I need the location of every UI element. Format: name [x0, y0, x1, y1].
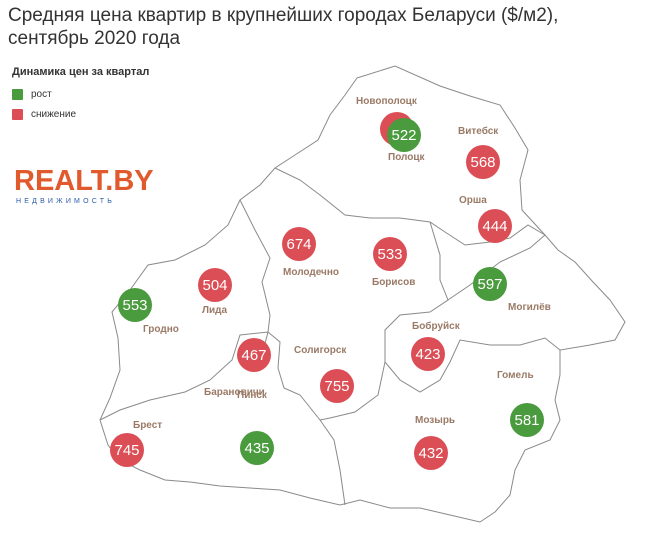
bubble-mozyr: 432: [414, 436, 448, 470]
bubble-circle-pinsk: [240, 431, 274, 465]
city-label-gomel: Гомель: [497, 370, 534, 381]
city-label-vitebsk: Витебск: [458, 125, 499, 137]
bubble-value-lida: 504: [202, 277, 227, 294]
realt-logo: REALT.BY НЕДВИЖИМОСТЬ: [14, 166, 154, 205]
city-label-brest: Брест: [133, 420, 162, 431]
bubble-grodno: 553: [118, 288, 152, 322]
bubble-value-gomel: 581: [514, 412, 539, 429]
country-outline: [99, 65, 626, 523]
city-label-bobruisk: Бобруйск: [412, 320, 461, 332]
bubble-vitebsk: 568: [466, 145, 500, 179]
city-label-borisov: Борисов: [372, 277, 415, 288]
logo-main-text: REALT.BY: [14, 165, 154, 197]
city-label-baranovichi: Барановичи: [204, 387, 265, 398]
legend-item-rise: рост: [12, 84, 149, 104]
legend-item-fall: снижение: [12, 104, 149, 124]
title-line-1: Средняя цена квартир в крупнейших города…: [8, 5, 559, 26]
bubble-orsha: 444: [478, 209, 512, 243]
bubble-value-soligorsk: 755: [324, 378, 349, 395]
bubble-circle-gomel: [510, 403, 544, 437]
bubble-bobruisk: 423: [411, 337, 445, 371]
bubble-circle-grodno: [118, 288, 152, 322]
bubble-gomel: 581: [510, 403, 544, 437]
bubble-value-orsha: 444: [482, 218, 507, 235]
logo-sub-text: НЕДВИЖИМОСТЬ: [16, 198, 116, 205]
bubble-polotsk: 522: [387, 118, 421, 152]
legend-label-rise: рост: [31, 88, 52, 100]
bubble-value-pinsk: 435: [244, 440, 269, 457]
city-label-lida: Лида: [202, 305, 228, 316]
bubble-circle-polotsk: [387, 118, 421, 152]
title-line-2: сентябрь 2020 года: [8, 28, 181, 49]
city-label-mogilev: Могилёв: [508, 302, 551, 313]
bubble-brest: 745: [110, 433, 144, 467]
bubble-value-baranovichi: 467: [241, 347, 266, 364]
bubble-value-borisov: 533: [377, 246, 402, 263]
bubble-circle-baranovichi: [237, 338, 271, 372]
bubble-value-grodno: 553: [122, 297, 147, 314]
legend: Динамика цен за квартал рост снижение: [12, 66, 149, 124]
border-mogilev-south: [447, 234, 546, 301]
bubble-value-mogilev: 597: [477, 276, 502, 293]
bubble-circle-borisov: [373, 237, 407, 271]
bubble-circle-mozyr: [414, 436, 448, 470]
bubble-mogilev: 597: [473, 267, 507, 301]
bubble-value-molodechno: 674: [286, 236, 311, 253]
bubble-value-polotsk: 522: [391, 127, 416, 144]
city-label-polotsk: Полоцк: [388, 152, 426, 163]
bubble-value-vitebsk: 568: [470, 154, 495, 171]
border-gomel: [384, 337, 561, 393]
bubble-pinsk: 435: [240, 431, 274, 465]
border-brest: [99, 331, 346, 506]
map-title: Средняя цена квартир в крупнейших города…: [8, 4, 608, 50]
bubble-molodechno: 674: [282, 227, 316, 261]
fall-swatch: [12, 108, 23, 120]
bubble-soligorsk: 755: [320, 369, 354, 403]
bubble-circle-lida: [198, 268, 232, 302]
bubble-circle-orsha: [478, 209, 512, 243]
bubble-circle-vitebsk: [466, 145, 500, 179]
bubble-circle-brest: [110, 433, 144, 467]
bubble-value-mozyr: 432: [418, 445, 443, 462]
city-label-orsha: Орша: [459, 195, 487, 206]
city-label-soligorsk: Солигорск: [294, 345, 347, 356]
bubble-value-bobruisk: 423: [415, 346, 440, 363]
city-label-grodno: Гродно: [143, 324, 179, 335]
city-label-molodechno: Молодечно: [283, 267, 339, 278]
bubble-borisov: 533: [373, 237, 407, 271]
bubble-value-brest: 745: [114, 442, 139, 459]
bubble-circle-molodechno: [282, 227, 316, 261]
city-label-pinsk: Пинск: [237, 390, 268, 401]
city-label-novopolotsk: Новополоцк: [356, 96, 418, 107]
rise-swatch: [12, 88, 23, 100]
bubble-lida: 504: [198, 268, 232, 302]
legend-title: Динамика цен за квартал: [12, 66, 150, 78]
border-minsk-east: [319, 221, 449, 421]
bubble-circle-mogilev: [473, 267, 507, 301]
bubble-circle-soligorsk: [320, 369, 354, 403]
city-label-mozyr: Мозырь: [415, 415, 455, 426]
bubble-circle-bobruisk: [411, 337, 445, 371]
region-borders: [99, 167, 561, 506]
legend-label-fall: снижение: [31, 108, 77, 120]
bubble-baranovichi: 467: [237, 338, 271, 372]
